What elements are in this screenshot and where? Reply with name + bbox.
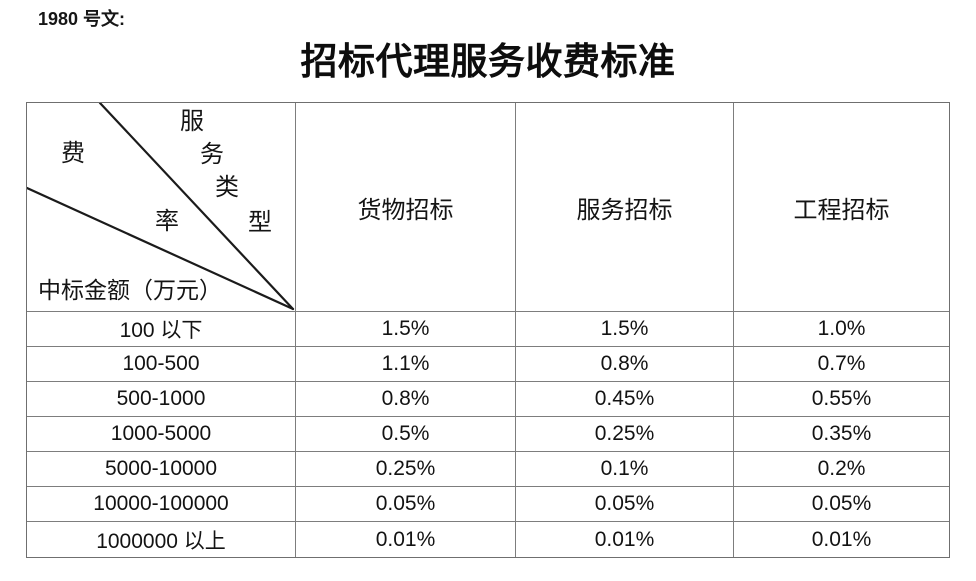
column-header-goods: 货物招标 bbox=[296, 103, 516, 312]
corner-service-type-char: 服 bbox=[180, 109, 204, 135]
corner-service-type-char: 务 bbox=[200, 142, 224, 168]
table-cell: 0.8% bbox=[516, 347, 734, 382]
corner-service-type-char: 型 bbox=[248, 210, 272, 236]
row-label: 1000-5000 bbox=[27, 417, 296, 452]
doc-number-label: 1980 号文: bbox=[38, 9, 126, 29]
table-cell: 0.7% bbox=[734, 347, 949, 382]
fee-table: 费 服 务 类 型 率 中标金额（万元） 货物招标 服务招标 工程招标 100 … bbox=[26, 102, 950, 558]
table-cell: 0.25% bbox=[516, 417, 734, 452]
table-cell: 0.5% bbox=[296, 417, 516, 452]
corner-service-type-char: 类 bbox=[215, 175, 239, 201]
row-label: 1000000 以上 bbox=[27, 522, 296, 557]
table-cell: 0.05% bbox=[516, 487, 734, 522]
table-cell: 1.0% bbox=[734, 312, 949, 347]
row-label: 5000-10000 bbox=[27, 452, 296, 487]
corner-fee-char: 费 bbox=[61, 141, 85, 167]
table-cell: 0.05% bbox=[296, 487, 516, 522]
table-cell: 0.01% bbox=[734, 522, 949, 557]
column-header-works: 工程招标 bbox=[734, 103, 949, 312]
corner-rate-char: 率 bbox=[155, 209, 179, 235]
row-label: 500-1000 bbox=[27, 382, 296, 417]
table-corner-cell: 费 服 务 类 型 率 中标金额（万元） bbox=[27, 103, 296, 312]
table-cell: 0.01% bbox=[516, 522, 734, 557]
table-cell: 0.8% bbox=[296, 382, 516, 417]
row-label: 10000-100000 bbox=[27, 487, 296, 522]
row-label: 100-500 bbox=[27, 347, 296, 382]
table-cell: 1.1% bbox=[296, 347, 516, 382]
table-cell: 0.2% bbox=[734, 452, 949, 487]
table-cell: 0.05% bbox=[734, 487, 949, 522]
corner-amount-axis-label: 中标金额（万元） bbox=[38, 278, 222, 303]
page-title: 招标代理服务收费标准 bbox=[300, 42, 676, 83]
table-cell: 0.25% bbox=[296, 452, 516, 487]
table-cell: 0.01% bbox=[296, 522, 516, 557]
table-cell: 1.5% bbox=[516, 312, 734, 347]
table-cell: 0.45% bbox=[516, 382, 734, 417]
table-cell: 0.35% bbox=[734, 417, 949, 452]
table-cell: 0.1% bbox=[516, 452, 734, 487]
column-header-services: 服务招标 bbox=[516, 103, 734, 312]
table-cell: 1.5% bbox=[296, 312, 516, 347]
row-label: 100 以下 bbox=[27, 312, 296, 347]
table-cell: 0.55% bbox=[734, 382, 949, 417]
diagonal-divider-lines bbox=[27, 103, 295, 311]
